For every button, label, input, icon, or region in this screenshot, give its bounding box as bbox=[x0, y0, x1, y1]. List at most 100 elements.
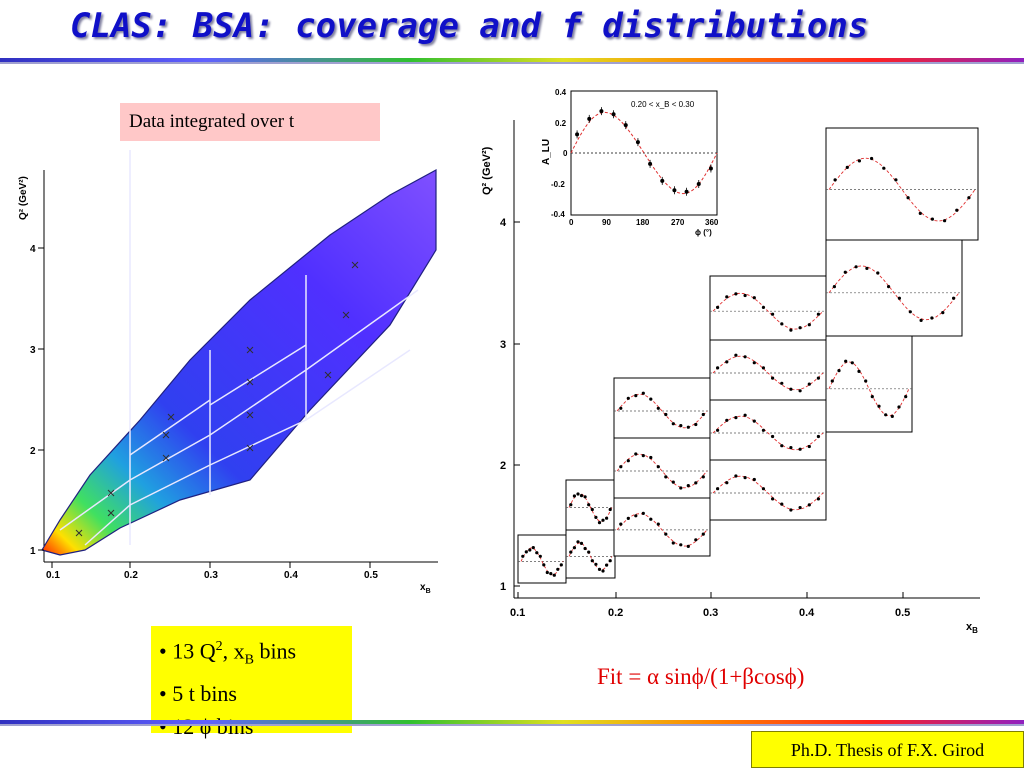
panel-fit-curve bbox=[828, 361, 910, 417]
panel-data-point bbox=[579, 494, 584, 498]
panel-data-point bbox=[890, 414, 894, 418]
panel-data-point bbox=[967, 196, 971, 200]
panel-fit-curve bbox=[712, 292, 824, 330]
panel-data-point bbox=[908, 310, 912, 314]
panel-data-point bbox=[587, 503, 591, 507]
panel-data-point bbox=[608, 559, 612, 563]
right-xtick: 0.3 bbox=[703, 607, 718, 619]
panel-data-point bbox=[761, 366, 765, 370]
panel-data-point bbox=[605, 563, 609, 567]
panel-data-point bbox=[594, 562, 598, 566]
panel-data-point bbox=[761, 428, 765, 432]
panel-data-point bbox=[725, 418, 729, 422]
bullet-q2-xb-bins: • 13 Q2, xB bins bbox=[159, 638, 297, 668]
panel-data-point bbox=[734, 474, 738, 478]
panel-data-point bbox=[649, 455, 653, 460]
bin-panel bbox=[565, 479, 616, 531]
panel-data-point bbox=[789, 387, 793, 391]
panel-data-point bbox=[943, 219, 947, 223]
bin-panels bbox=[517, 127, 979, 584]
inset-fit-curve bbox=[570, 111, 718, 195]
panel-data-point bbox=[734, 353, 738, 357]
panel-data-point bbox=[619, 465, 623, 469]
panel-data-point bbox=[837, 369, 841, 373]
panel-data-point bbox=[686, 484, 690, 488]
panel-data-point bbox=[671, 480, 675, 484]
panel-data-point bbox=[789, 508, 793, 512]
panel-data-point bbox=[664, 475, 668, 479]
panel-data-point bbox=[626, 459, 630, 463]
right-ytick: 4 bbox=[500, 217, 507, 229]
panel-data-point bbox=[941, 311, 945, 315]
panel-data-point bbox=[576, 540, 580, 544]
panel-data-point bbox=[816, 497, 820, 501]
panel-data-point bbox=[679, 486, 683, 490]
left-xtick: 0.5 bbox=[364, 570, 378, 581]
panel-data-point bbox=[686, 425, 690, 429]
panel-data-point bbox=[771, 497, 775, 501]
left-xtick: 0.1 bbox=[46, 570, 60, 581]
panel-data-point bbox=[656, 465, 660, 469]
panel-data-point bbox=[734, 416, 738, 420]
panel-fit-curve bbox=[568, 542, 613, 571]
panel-data-point bbox=[587, 550, 591, 554]
panel-data-point bbox=[882, 166, 886, 170]
panel-data-point bbox=[857, 159, 861, 163]
inset-range-label: 0.20 < x_B < 0.30 bbox=[631, 100, 695, 109]
panel-data-point bbox=[601, 518, 605, 522]
panel-data-point bbox=[743, 413, 747, 417]
panel-fit-curve bbox=[616, 513, 708, 547]
panel-data-point bbox=[864, 379, 868, 383]
panel-data-point bbox=[656, 406, 660, 410]
panel-data-point bbox=[679, 543, 683, 547]
credit-box: Ph.D. Thesis of F.X. Girod bbox=[751, 731, 1024, 768]
panel-data-point bbox=[743, 476, 747, 480]
panel-data-point bbox=[641, 511, 645, 515]
panel-data-point bbox=[844, 359, 848, 363]
title-divider bbox=[0, 58, 1024, 64]
panel-data-point bbox=[694, 481, 698, 485]
footer-divider bbox=[0, 720, 1024, 726]
bin-panel bbox=[825, 335, 913, 433]
bullet-phi-bins: • 12 ϕ bins bbox=[159, 713, 254, 739]
panel-data-point bbox=[572, 494, 576, 498]
panel-data-point bbox=[877, 404, 881, 408]
panel-data-point bbox=[531, 546, 535, 550]
panel-data-point bbox=[649, 517, 653, 521]
panel-data-point bbox=[780, 502, 784, 506]
panel-data-point bbox=[649, 397, 653, 401]
panel-data-point bbox=[798, 447, 802, 451]
binning-summary: • 13 Q2, xB bins • 5 t bins • 12 ϕ bins bbox=[151, 626, 352, 739]
inset-ytick: 0.2 bbox=[555, 119, 567, 128]
panel-data-point bbox=[716, 428, 720, 432]
inset-ytick: 0.4 bbox=[555, 88, 567, 97]
panel-data-point bbox=[930, 316, 934, 320]
panel-data-point bbox=[807, 382, 811, 386]
panel-data-point bbox=[780, 444, 784, 448]
panel-data-point bbox=[552, 573, 556, 577]
panel-data-point bbox=[656, 522, 660, 526]
panel-data-point bbox=[549, 572, 553, 576]
panel-data-point bbox=[597, 567, 602, 571]
panel-data-point bbox=[832, 285, 836, 289]
panel-data-point bbox=[897, 405, 901, 409]
right-ytick: 2 bbox=[500, 460, 506, 472]
panel-data-point bbox=[865, 266, 869, 270]
panel-data-point bbox=[556, 567, 560, 571]
panel-data-point bbox=[583, 546, 587, 551]
panel-data-point bbox=[634, 394, 638, 398]
bin-panel bbox=[613, 497, 711, 557]
bin-panel bbox=[825, 239, 963, 337]
panel-data-point bbox=[752, 296, 756, 300]
coverage-region bbox=[41, 168, 437, 556]
panel-data-point bbox=[789, 446, 793, 450]
inset-xlabel: ϕ (°) bbox=[695, 228, 712, 237]
panel-data-point bbox=[701, 532, 705, 536]
panel-data-point bbox=[955, 208, 959, 212]
left-ytick: 2 bbox=[30, 446, 36, 457]
panel-fit-curve bbox=[520, 547, 564, 576]
panel-data-point bbox=[845, 165, 849, 169]
panel-data-point bbox=[743, 293, 747, 298]
panel-data-point bbox=[626, 516, 630, 520]
panel-data-point bbox=[605, 516, 609, 520]
